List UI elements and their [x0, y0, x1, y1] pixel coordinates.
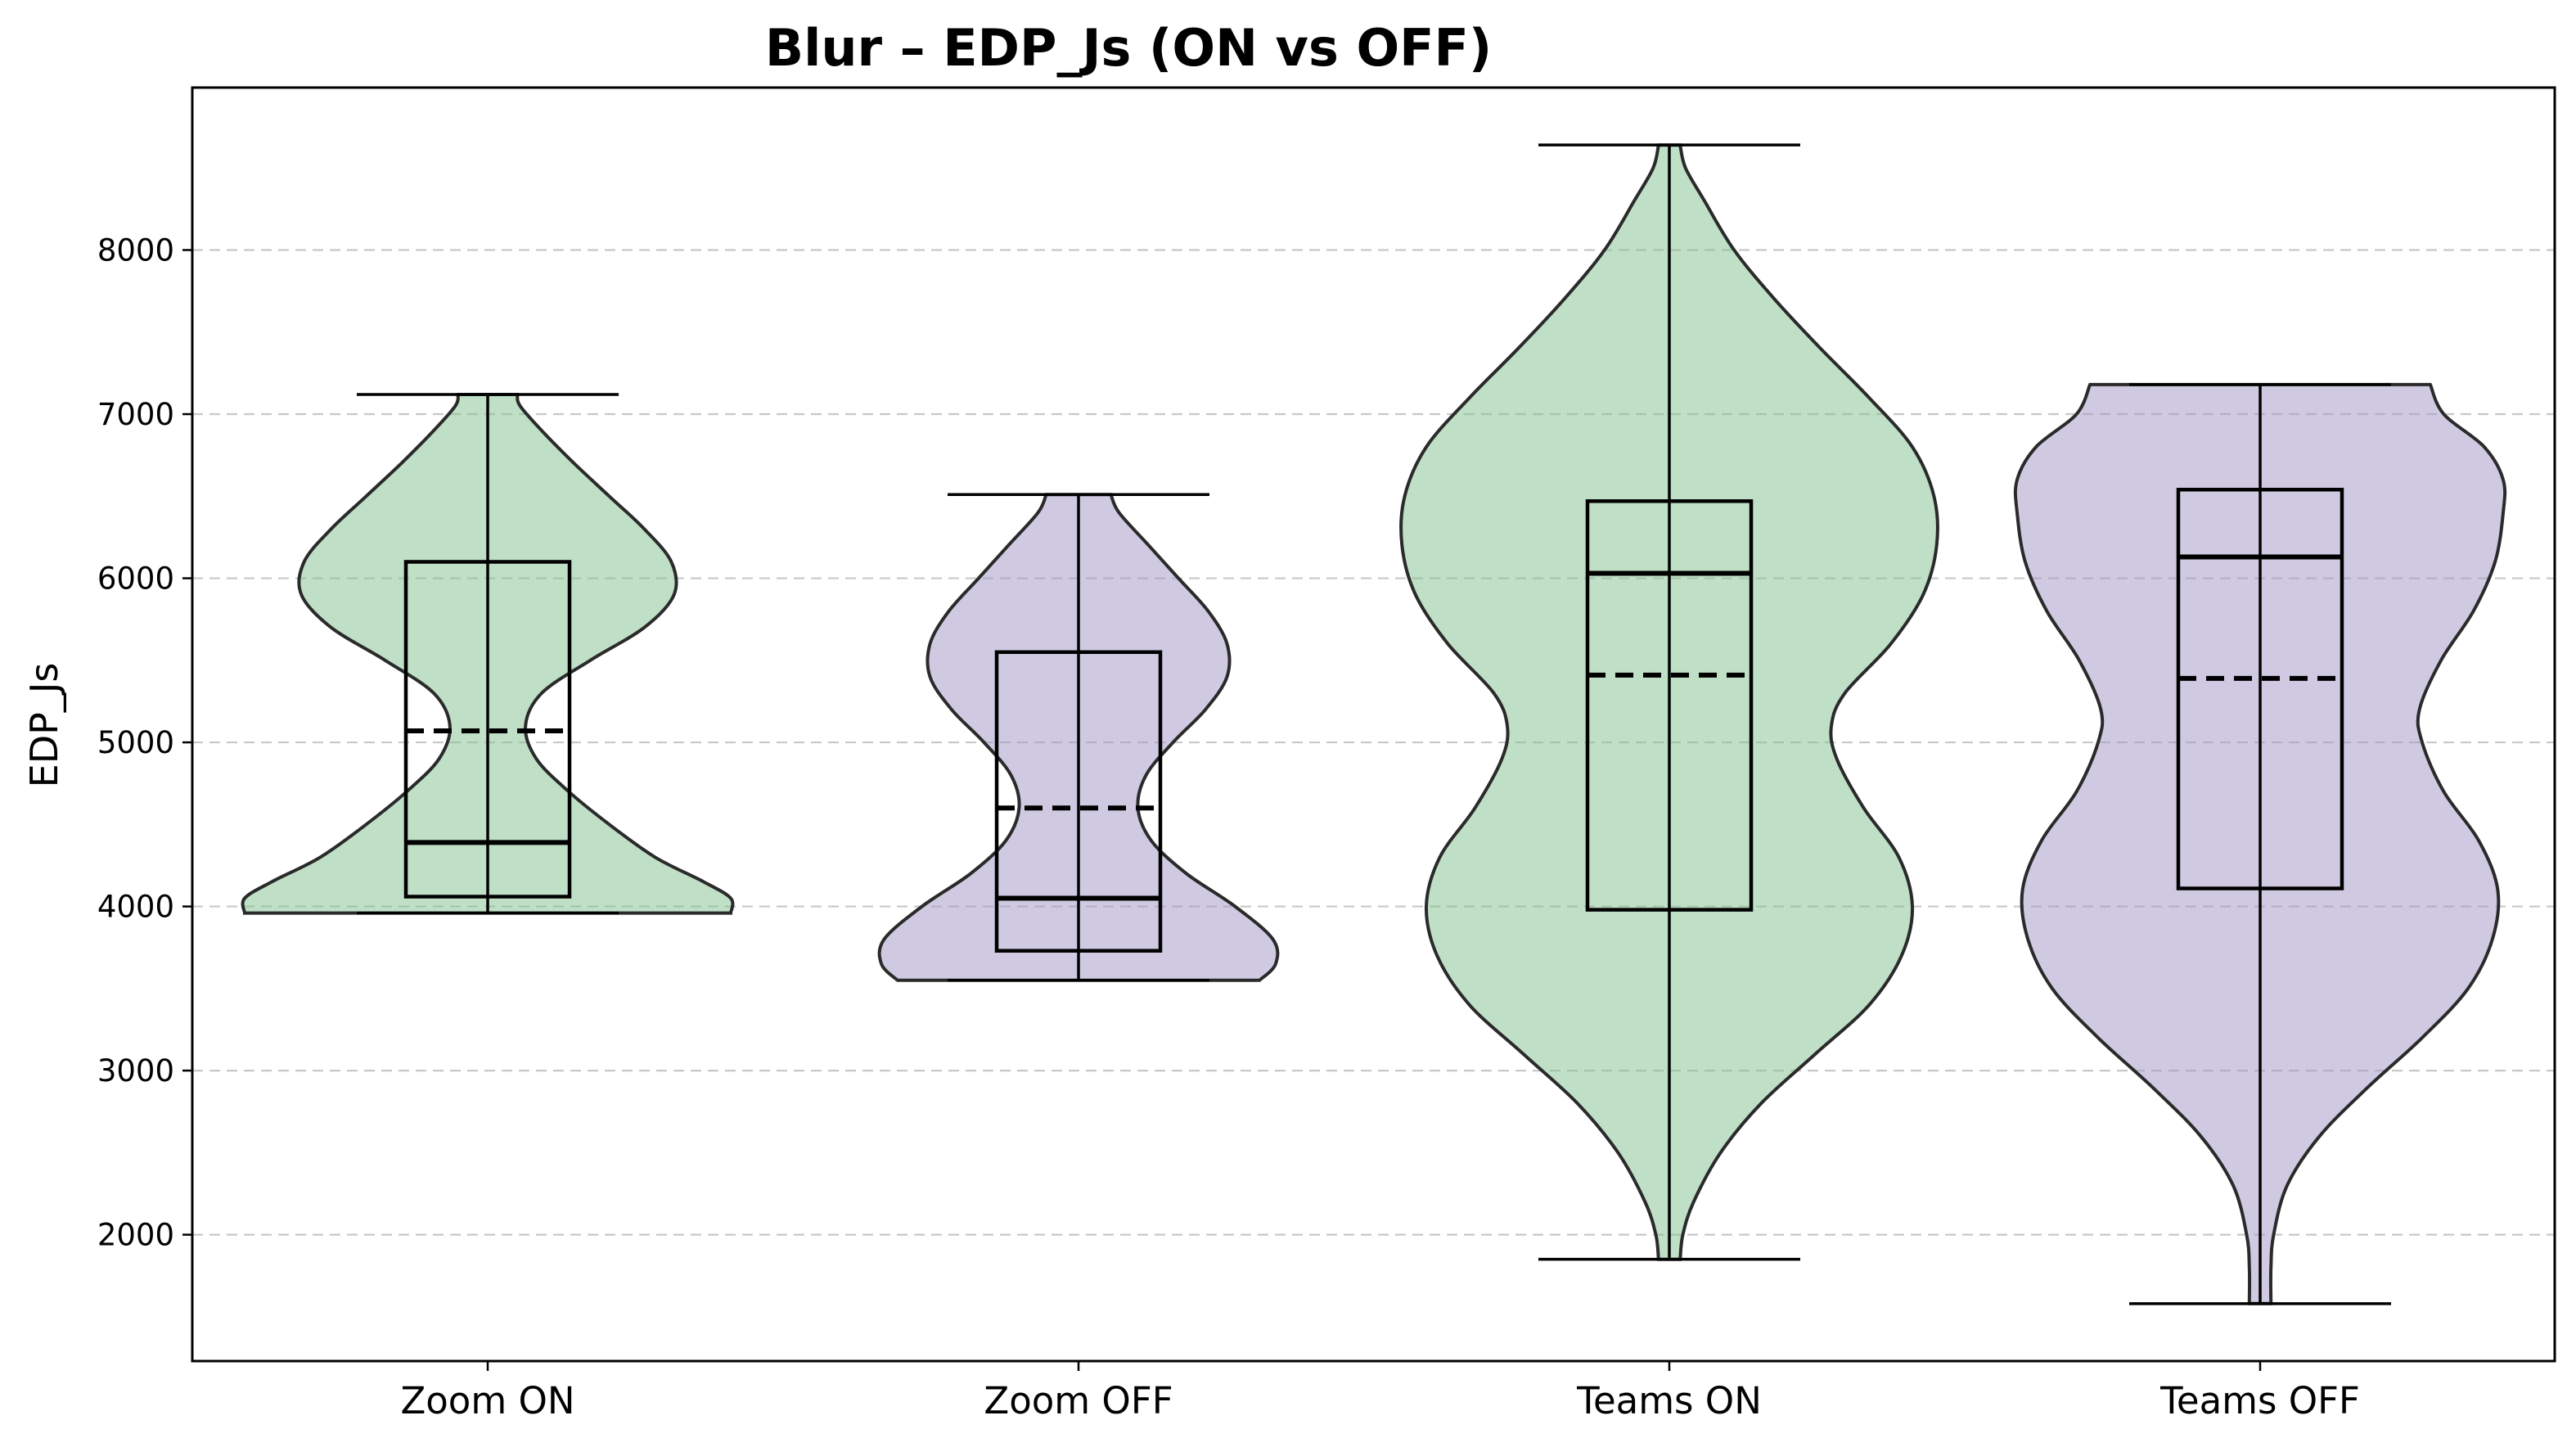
- x-tick-label: Teams ON: [1576, 1379, 1762, 1422]
- x-axis-ticks: Zoom ON Zoom OFF Teams ON Teams OFF: [400, 1361, 2360, 1422]
- iqr-box: [2176, 488, 2344, 890]
- plot-area-frame: [191, 86, 2556, 1363]
- y-axis-label: EDP_Js: [22, 663, 66, 788]
- x-tick-label: Zoom ON: [400, 1379, 574, 1422]
- x-tick-label: Teams OFF: [2159, 1379, 2360, 1422]
- chart-title: Blur – EDP_Js (ON vs OFF): [765, 18, 1492, 78]
- y-tick-label: 5000: [97, 725, 174, 760]
- x-tick-label: Zoom OFF: [984, 1379, 1173, 1422]
- boxplots: [357, 143, 2391, 1305]
- y-tick-label: 7000: [97, 397, 174, 432]
- y-tick-label: 2000: [97, 1218, 174, 1253]
- iqr-box: [1585, 499, 1754, 912]
- y-tick-label: 4000: [97, 890, 174, 925]
- y-tick-label: 3000: [97, 1053, 174, 1089]
- y-axis-ticks: 2000 3000 4000 5000 6000 7000 8000: [97, 233, 192, 1253]
- y-tick-label: 6000: [97, 561, 174, 597]
- violins: [241, 143, 2507, 1305]
- y-tick-label: 8000: [97, 233, 174, 268]
- iqr-box: [994, 650, 1163, 953]
